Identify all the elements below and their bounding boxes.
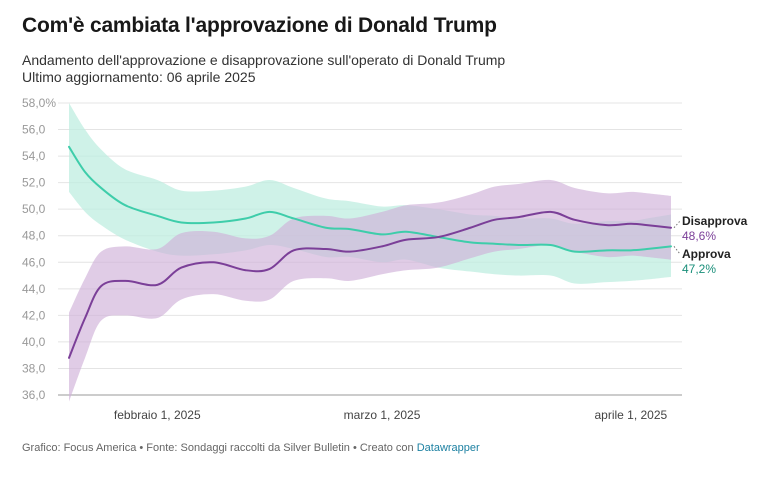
subtitle-line-2: Ultimo aggiornamento: 06 aprile 2025 bbox=[22, 69, 256, 85]
y-tick-label: 50,0 bbox=[22, 202, 46, 216]
y-axis-labels: 36,0 38,0 40,0 42,0 44,0 46,0 48,0 50,0 52,0 54,0… bbox=[22, 96, 56, 402]
band-layer bbox=[69, 103, 671, 402]
y-tick-label: 44,0 bbox=[22, 282, 46, 296]
x-tick-label: marzo 1, 2025 bbox=[344, 408, 421, 422]
approve-end-value: 47,2% bbox=[682, 262, 716, 276]
y-tick-label: 56,0 bbox=[22, 123, 46, 137]
subtitle-line-1: Andamento dell'approvazione e disapprova… bbox=[22, 52, 506, 68]
line-layer bbox=[68, 145, 672, 359]
y-tick-label: 40,0 bbox=[22, 335, 46, 349]
approval-chart: 36,0 38,0 40,0 42,0 44,0 46,0 48,0 50,0 52,0 54,0… bbox=[22, 96, 748, 422]
y-tick-label: 42,0 bbox=[22, 308, 46, 322]
chart-subtitle: Andamento dell'approvazione e disapprova… bbox=[22, 52, 505, 86]
x-tick-label: aprile 1, 2025 bbox=[594, 408, 667, 422]
disapprove-line[interactable] bbox=[68, 210, 672, 359]
approve-label-connector bbox=[673, 246, 681, 255]
footer-text: Grafico: Focus America • Fonte: Sondaggi… bbox=[22, 442, 417, 454]
disapprove-series-name: Disapprova bbox=[682, 214, 748, 228]
y-tick-label: 38,0 bbox=[22, 361, 46, 375]
x-tick-label: febbraio 1, 2025 bbox=[114, 408, 201, 422]
approve-series-name: Approva bbox=[682, 247, 731, 261]
chart-footer: Grafico: Focus America • Fonte: Sondaggi… bbox=[22, 442, 480, 454]
chart-title: Com'è cambiata l'approvazione di Donald … bbox=[22, 14, 497, 37]
y-tick-label: 36,0 bbox=[22, 388, 46, 402]
y-tick-label: 58,0% bbox=[22, 96, 56, 110]
y-tick-label: 54,0 bbox=[22, 149, 46, 163]
datawrapper-link[interactable]: Datawrapper bbox=[416, 442, 480, 454]
x-axis-labels: febbraio 1, 2025 marzo 1, 2025 aprile 1, 2… bbox=[114, 408, 668, 422]
disapprove-end-value: 48,6% bbox=[682, 229, 716, 243]
y-tick-label: 46,0 bbox=[22, 255, 46, 269]
disapprove-label-connector bbox=[673, 220, 681, 229]
approve-line[interactable] bbox=[68, 145, 672, 253]
y-tick-label: 48,0 bbox=[22, 229, 46, 243]
disapprove-confidence-band bbox=[69, 179, 671, 402]
y-tick-label: 52,0 bbox=[22, 176, 46, 190]
